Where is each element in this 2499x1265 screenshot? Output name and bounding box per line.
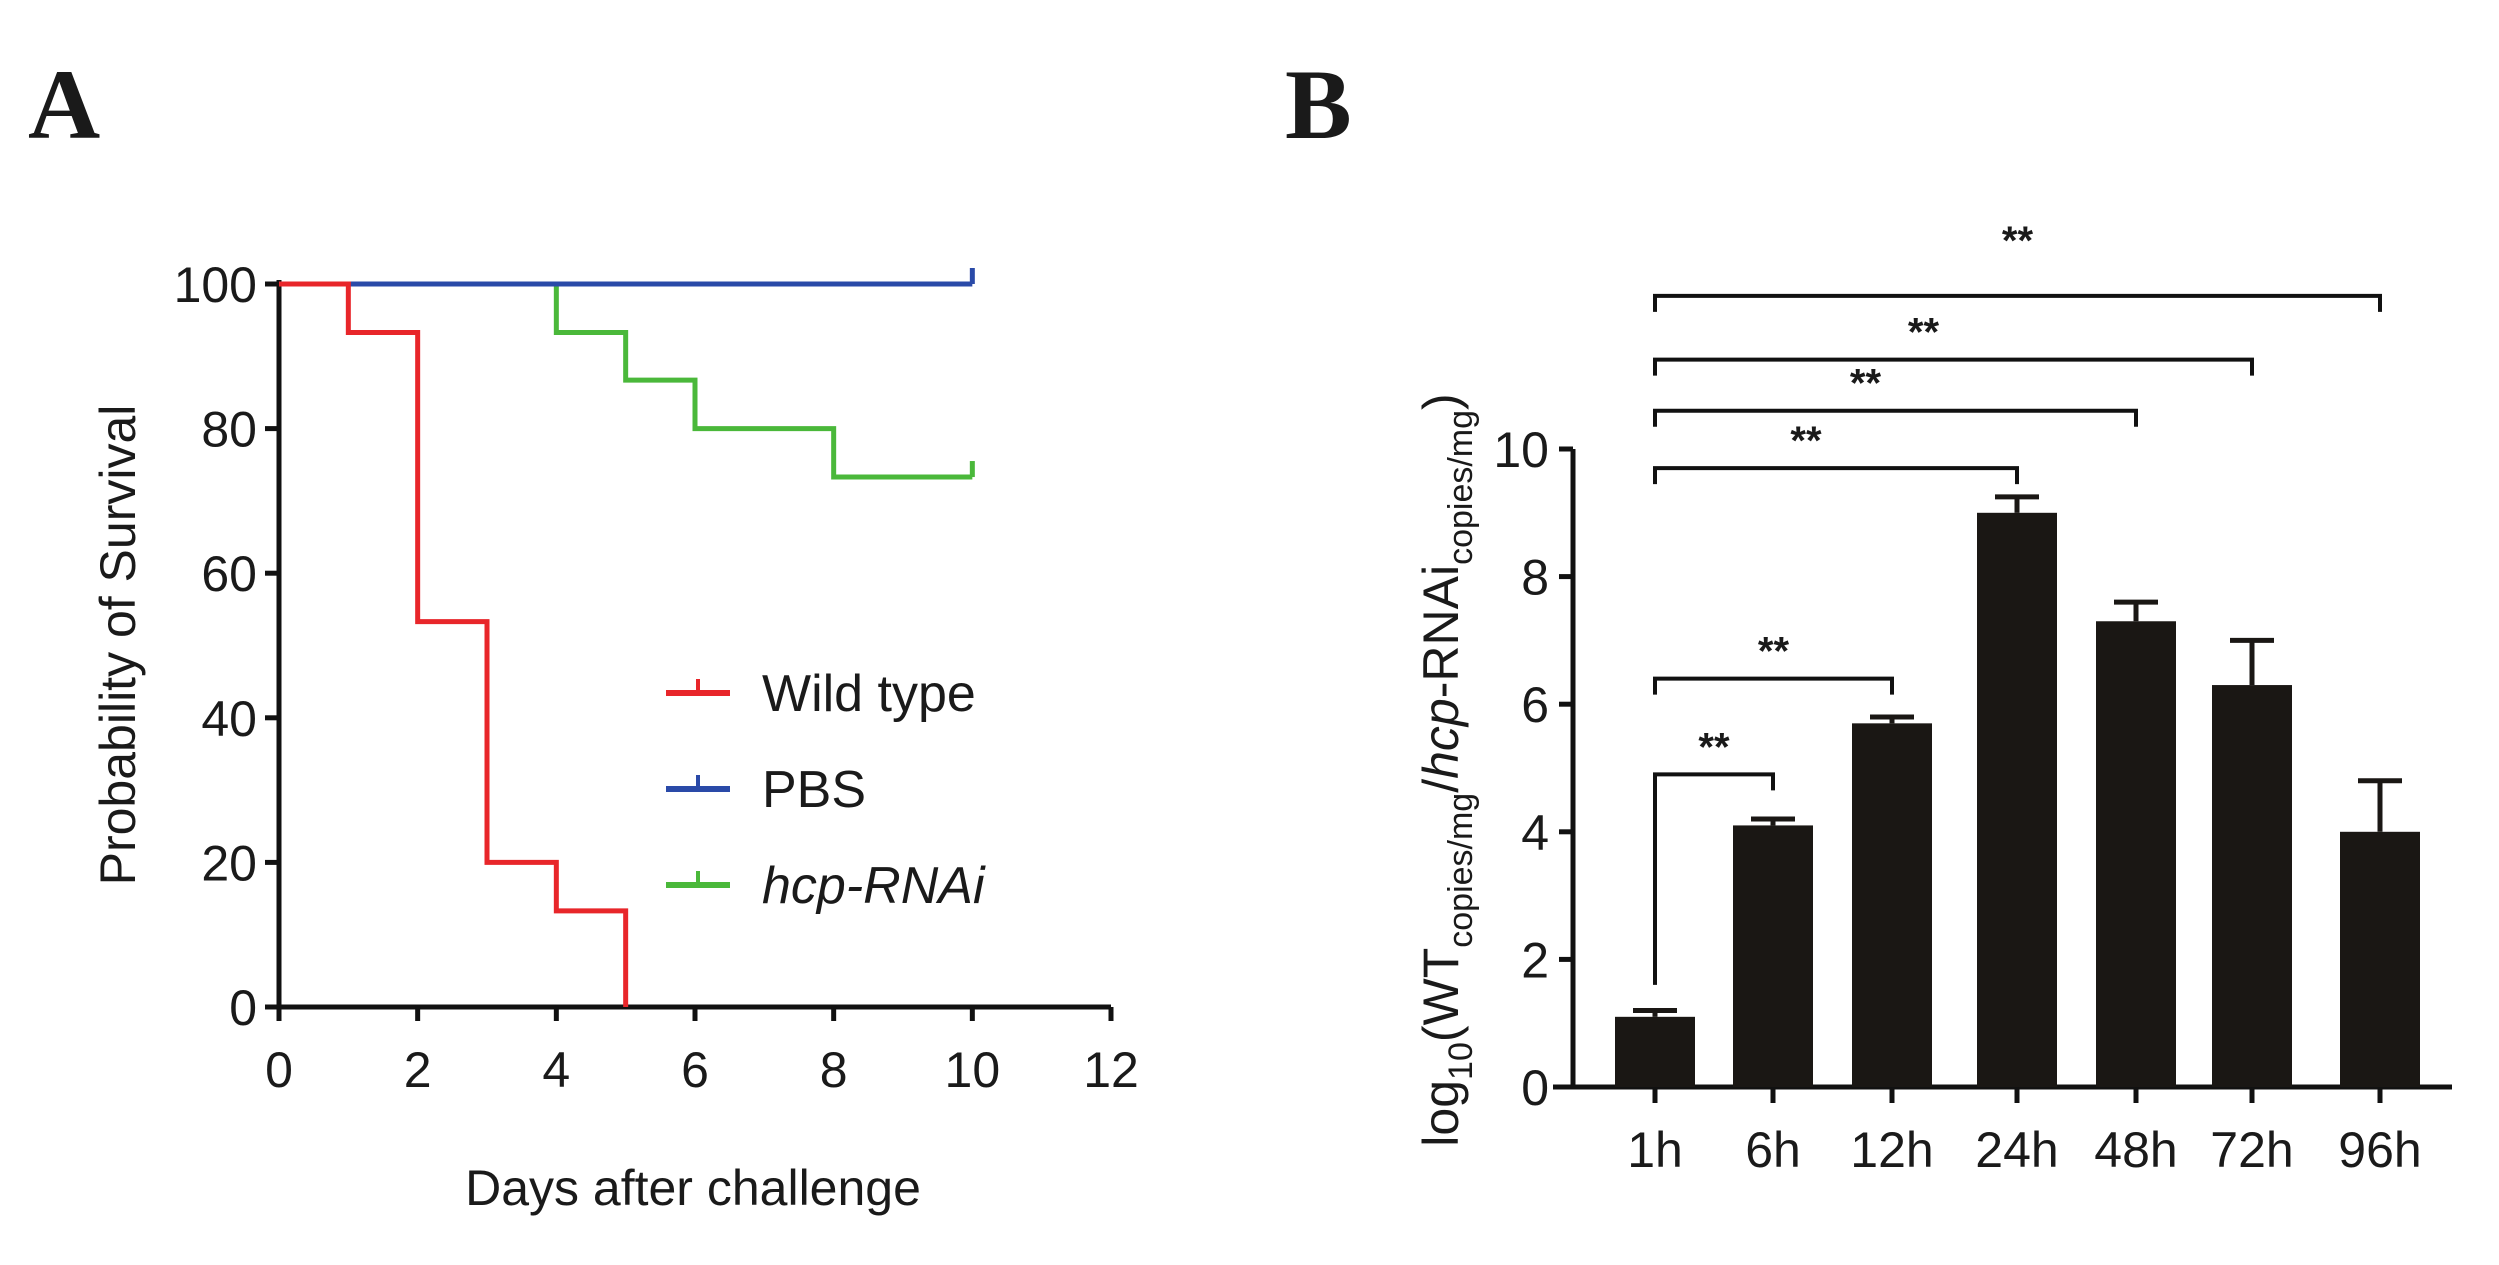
y-tick-label: 8	[1521, 550, 1549, 606]
bar-72h	[2212, 685, 2292, 1087]
x-tick-label: 48h	[2094, 1122, 2177, 1178]
x-tick-label: 1h	[1627, 1122, 1683, 1178]
significance-bracket	[1653, 466, 2019, 485]
y-axis-label: Probability of Survival	[90, 405, 146, 886]
y-tick-label: 100	[174, 257, 257, 313]
x-tick-label: 0	[265, 1042, 293, 1098]
x-tick-label: 24h	[1975, 1122, 2058, 1178]
x-tick-label: 8	[820, 1042, 848, 1098]
legend-label: PBS	[762, 761, 866, 819]
y-tick-label: 10	[1493, 422, 1549, 478]
bar-6h	[1733, 825, 1813, 1087]
x-tick-label: 12h	[1850, 1122, 1933, 1178]
y-tick-label: 0	[1521, 1060, 1549, 1116]
x-tick-label: 2	[404, 1042, 432, 1098]
x-tick-label: 12	[1083, 1042, 1139, 1098]
y-tick-label: 60	[201, 546, 257, 602]
significance-bracket	[1653, 676, 1894, 695]
significance-bracket	[1653, 772, 1775, 985]
significance-label: **	[2002, 219, 2034, 263]
significance-label: **	[1850, 362, 1882, 406]
x-tick-label: 6h	[1745, 1122, 1801, 1178]
y-tick-label: 4	[1521, 805, 1549, 861]
bar-12h	[1852, 723, 1932, 1087]
bar-chart: log10(WTcopies/mg/hcp-RNAicopies/mg) 024…	[1413, 219, 2452, 1178]
y-tick-label: 2	[1521, 932, 1549, 988]
x-tick-label: 96h	[2338, 1122, 2421, 1178]
significance-label: **	[1790, 419, 1822, 463]
bar-48h	[2096, 621, 2176, 1087]
x-tick-label: 10	[945, 1042, 1001, 1098]
x-tick-label: 72h	[2210, 1122, 2293, 1178]
y-tick-label: 0	[229, 980, 257, 1036]
y-tick-label: 20	[201, 835, 257, 891]
y-axis-label-b: log10(WTcopies/mg/hcp-RNAicopies/mg)	[1413, 393, 1480, 1146]
significance-bracket	[1653, 293, 2382, 312]
bar-96h	[2340, 831, 2420, 1087]
significance-label: **	[1698, 725, 1730, 769]
legend-label: Wild type	[762, 665, 976, 723]
bar-24h	[1977, 512, 2057, 1087]
significance-label: **	[1908, 311, 1940, 355]
significance-bracket	[1653, 408, 2138, 427]
y-tick-label: 6	[1521, 677, 1549, 733]
bar-1h	[1615, 1016, 1695, 1087]
survival-chart: 0 2 4 6 8 10 12 0 20 40 60 80 100 Days after challeng…	[90, 257, 1139, 1216]
significance-bracket	[1653, 357, 2254, 376]
x-tick-label: 6	[681, 1042, 709, 1098]
survival-line-hcp-rnai	[279, 281, 973, 480]
survival-line-wild-type	[279, 281, 629, 1007]
legend-label: hcp-RNAi	[762, 857, 986, 915]
panel-label-b: B	[1285, 49, 1352, 160]
panel-label-a: A	[28, 49, 100, 160]
x-axis-label: Days after challenge	[465, 1160, 921, 1216]
significance-label: **	[1758, 630, 1790, 674]
x-tick-label: 4	[542, 1042, 570, 1098]
y-tick-label: 80	[201, 402, 257, 458]
y-tick-label: 40	[201, 691, 257, 747]
